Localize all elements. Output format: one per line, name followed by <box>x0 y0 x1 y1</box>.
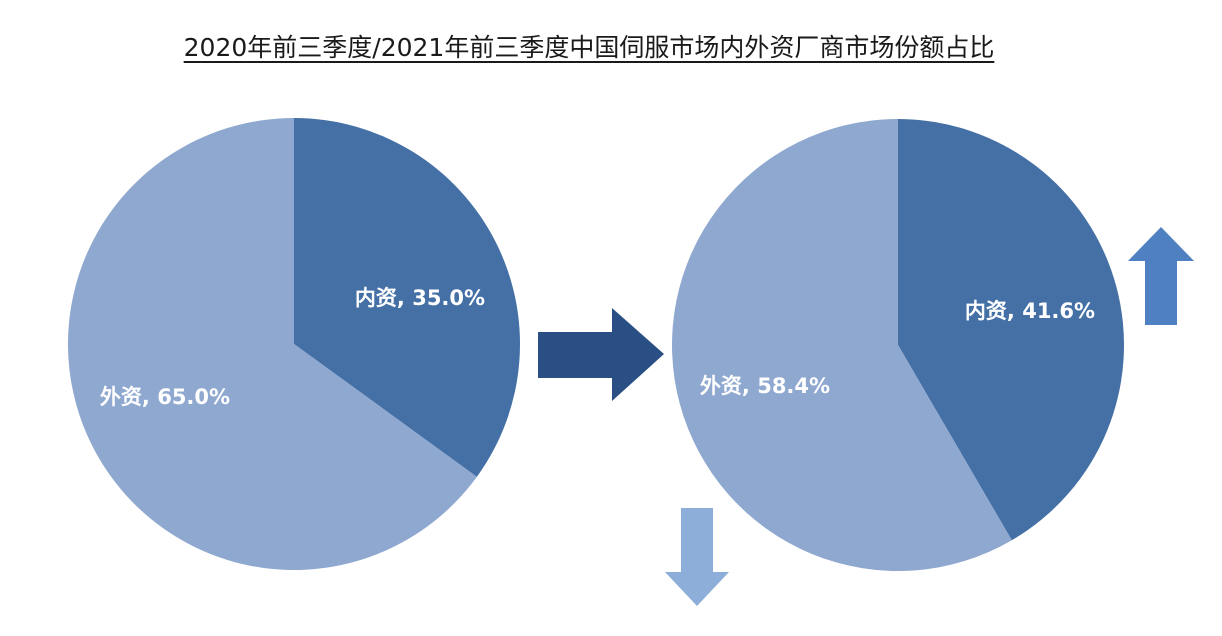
slice-domestic <box>898 119 1125 541</box>
down-arrow-icon <box>665 508 729 606</box>
slice-label-foreign: 外资, 58.4% <box>700 374 830 398</box>
slice-domestic <box>294 118 521 477</box>
pie-2020: 内资, 35.0% 外资, 65.0% <box>68 118 521 570</box>
right-arrow-icon <box>538 308 664 401</box>
chart-title: 2020年前三季度/2021年前三季度中国伺服市场内外资厂商市场份额占比 <box>183 33 995 62</box>
up-arrow-icon <box>1128 227 1194 325</box>
slice-label-domestic: 内资, 35.0% <box>355 286 485 310</box>
slice-label-foreign: 外资, 65.0% <box>100 385 230 409</box>
pie-2021: 内资, 41.6% 外资, 58.4% <box>672 119 1125 571</box>
slice-foreign <box>68 118 477 570</box>
slice-foreign <box>672 119 1012 571</box>
slice-label-domestic: 内资, 41.6% <box>965 299 1095 323</box>
